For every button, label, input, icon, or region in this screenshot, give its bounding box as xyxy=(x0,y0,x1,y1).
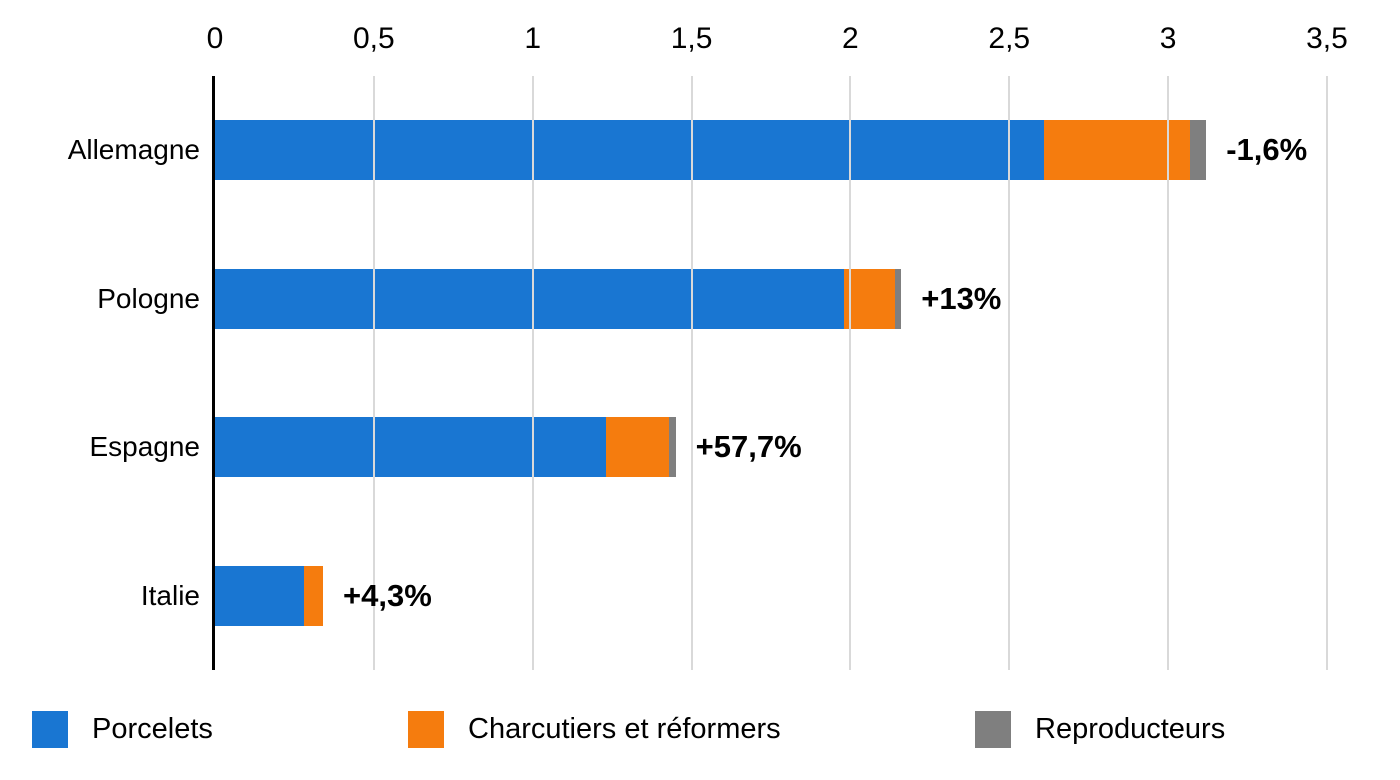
bar-segment-reproducteurs xyxy=(1190,120,1207,181)
gridline xyxy=(531,76,534,670)
bar-segment-porcelets xyxy=(215,268,845,329)
x-tick-label: 1,5 xyxy=(670,22,713,55)
legend-label-reproducteurs: Reproducteurs xyxy=(1035,712,1226,745)
gridline xyxy=(849,76,852,670)
legend-item-reproducteurs: Reproducteurs xyxy=(975,706,1225,752)
x-tick-label: 0,5 xyxy=(352,22,395,55)
category-label: Espagne xyxy=(89,431,200,463)
x-tick-label: 3 xyxy=(1159,22,1177,55)
legend-label-charcutiers: Charcutiers et réformers xyxy=(468,712,781,745)
bar-segment-charcutiers xyxy=(605,417,670,478)
bar-value-label: +13% xyxy=(921,280,1002,316)
bar-segment-charcutiers xyxy=(1044,120,1191,181)
bar-segment-reproducteurs xyxy=(669,417,676,478)
bar-segment-porcelets xyxy=(215,565,304,626)
legend: Porcelets Charcutiers et réformers Repro… xyxy=(0,706,1400,752)
legend-swatch-charcutiers-icon xyxy=(408,710,444,748)
x-tick-label: 2,5 xyxy=(988,22,1031,55)
category-label: Allemagne xyxy=(67,134,200,166)
gridline xyxy=(1167,76,1170,670)
y-axis-line xyxy=(212,76,215,670)
legend-item-charcutiers: Charcutiers et réformers xyxy=(408,706,781,752)
legend-swatch-reproducteurs-icon xyxy=(975,710,1011,748)
gridline xyxy=(1325,76,1328,670)
gridline xyxy=(1008,76,1011,670)
x-tick-label: 1 xyxy=(524,22,542,55)
legend-swatch-porcelets-icon xyxy=(32,710,68,748)
category-label: Pologne xyxy=(97,282,200,314)
bar-segment-charcutiers xyxy=(844,268,895,329)
bar-value-label: -1,6% xyxy=(1226,132,1308,168)
bar-value-label: +57,7% xyxy=(695,429,802,465)
legend-label-porcelets: Porcelets xyxy=(92,712,213,745)
bar-segment-reproducteurs xyxy=(894,268,902,329)
bar-segment-porcelets xyxy=(215,417,606,478)
bar-segment-porcelets xyxy=(215,120,1045,181)
x-tick-label: 2 xyxy=(842,22,859,55)
gridline xyxy=(372,76,375,670)
gridline xyxy=(690,76,693,670)
legend-item-porcelets: Porcelets xyxy=(32,706,213,752)
x-tick-label: 0 xyxy=(206,22,224,55)
bar-value-label: +4,3% xyxy=(343,577,432,613)
x-tick-label: 3,5 xyxy=(1306,22,1348,55)
bar-segment-charcutiers xyxy=(303,565,323,626)
category-label: Italie xyxy=(140,579,200,611)
